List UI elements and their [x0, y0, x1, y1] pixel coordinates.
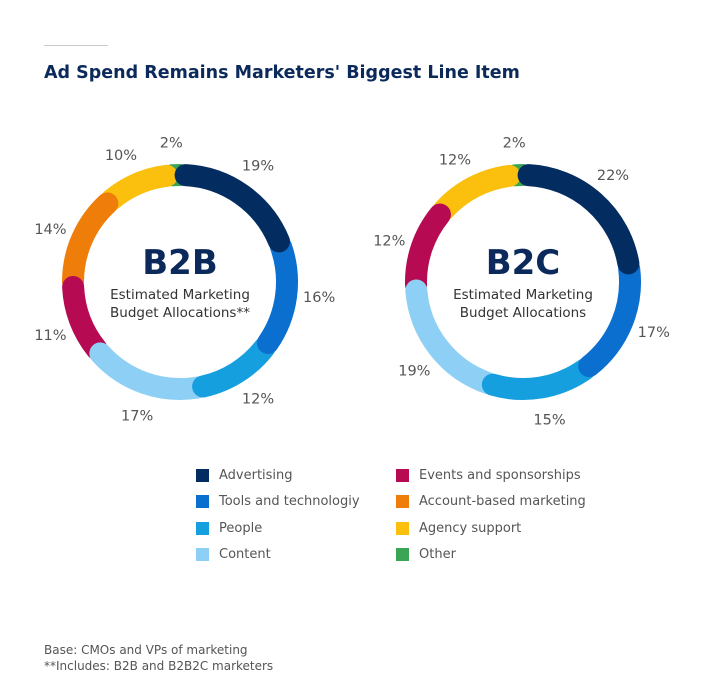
slice-tools-and-technologiy — [578, 257, 641, 378]
legend-item-other: Other — [396, 542, 586, 569]
center-subtitle: Estimated Marketing — [110, 287, 250, 303]
legend-swatch — [196, 468, 209, 482]
slice-agency-support — [100, 164, 178, 211]
legend-item-advertising: Advertising — [196, 462, 360, 489]
data-label-tools-and-technologiy: 17% — [638, 325, 670, 341]
legend-item-events-and-sponsorships: Events and sponsorships — [396, 462, 586, 489]
data-label-agency-support: 12% — [439, 153, 471, 169]
legend-label: Content — [219, 547, 271, 563]
data-label-content: 17% — [121, 408, 153, 424]
data-label-advertising: 19% — [242, 159, 274, 175]
footnotes: Base: CMOs and VPs of marketing **Includ… — [44, 642, 273, 674]
legend-label: People — [219, 520, 263, 536]
data-label-people: 15% — [533, 412, 565, 428]
center-title: B2B — [142, 243, 218, 283]
center-subtitle: Budget Allocations — [460, 305, 586, 321]
legend-column-left: Advertising Tools and technologiy People Co… — [196, 462, 360, 568]
slice-account-based-marketing — [62, 192, 119, 293]
legend-label: Advertising — [219, 467, 293, 483]
legend-swatch — [396, 468, 409, 482]
data-label-events-and-sponsorships: 12% — [373, 233, 405, 249]
data-label-agency-support: 10% — [105, 148, 137, 164]
legend-item-content: Content — [196, 542, 360, 569]
legend-swatch — [396, 548, 409, 562]
legend-label: Tools and technologiy — [219, 494, 360, 510]
legend-label: Events and sponsorships — [419, 467, 581, 483]
legend-swatch — [196, 521, 209, 535]
center-subtitle: Budget Allocations** — [110, 305, 250, 321]
data-label-people: 12% — [242, 391, 274, 407]
data-label-other: 2% — [503, 135, 526, 151]
data-label-account-based-marketing: 14% — [34, 222, 66, 238]
legend-swatch — [396, 495, 409, 509]
slice-agency-support — [432, 164, 521, 222]
slice-content — [89, 342, 209, 400]
legend-item-account-based-marketing: Account-based marketing — [396, 489, 586, 516]
center-title: B2C — [486, 243, 561, 283]
legend-item-agency-support: Agency support — [396, 515, 586, 542]
divider — [44, 45, 108, 46]
slice-people — [192, 336, 276, 398]
data-label-advertising: 22% — [597, 168, 629, 184]
legend-label: Account-based marketing — [419, 494, 586, 510]
slice-content — [405, 279, 499, 394]
legend-item-people: People — [196, 515, 360, 542]
data-label-content: 19% — [398, 363, 430, 379]
legend-swatch — [396, 521, 409, 535]
slice-people — [481, 358, 596, 400]
chart-title: Ad Spend Remains Marketers' Biggest Line… — [44, 63, 520, 83]
footnote-includes: **Includes: B2B and B2B2C marketers — [44, 659, 274, 673]
slice-events-and-sponsorships — [405, 203, 451, 296]
legend-swatch — [196, 495, 209, 509]
slice-tools-and-technologiy — [256, 235, 298, 354]
donut-b2b: 19% 16% 12% 17% 11% 14% 10% 2% B2B Estimated Mark… — [34, 135, 335, 424]
legend-swatch — [196, 548, 209, 562]
legend-label: Other — [419, 547, 456, 563]
data-label-tools-and-technologiy: 16% — [303, 290, 335, 306]
footnote-base: Base: CMOs and VPs of marketing — [44, 643, 248, 657]
data-label-events-and-sponsorships: 11% — [34, 328, 66, 344]
center-subtitle: Estimated Marketing — [453, 287, 593, 303]
data-label-other: 2% — [160, 135, 183, 151]
legend-column-right: Events and sponsorships Account-based mar… — [396, 462, 586, 568]
slice-events-and-sponsorships — [62, 275, 108, 361]
slice-advertising — [517, 164, 640, 275]
legend-label: Agency support — [419, 520, 522, 536]
legend-item-tools-and-technologiy: Tools and technologiy — [196, 489, 360, 516]
donut-b2c: 22% 17% 15% 19% 12% 12% 2% B2C Estimated Marketi… — [373, 135, 670, 428]
slice-advertising — [174, 164, 291, 253]
